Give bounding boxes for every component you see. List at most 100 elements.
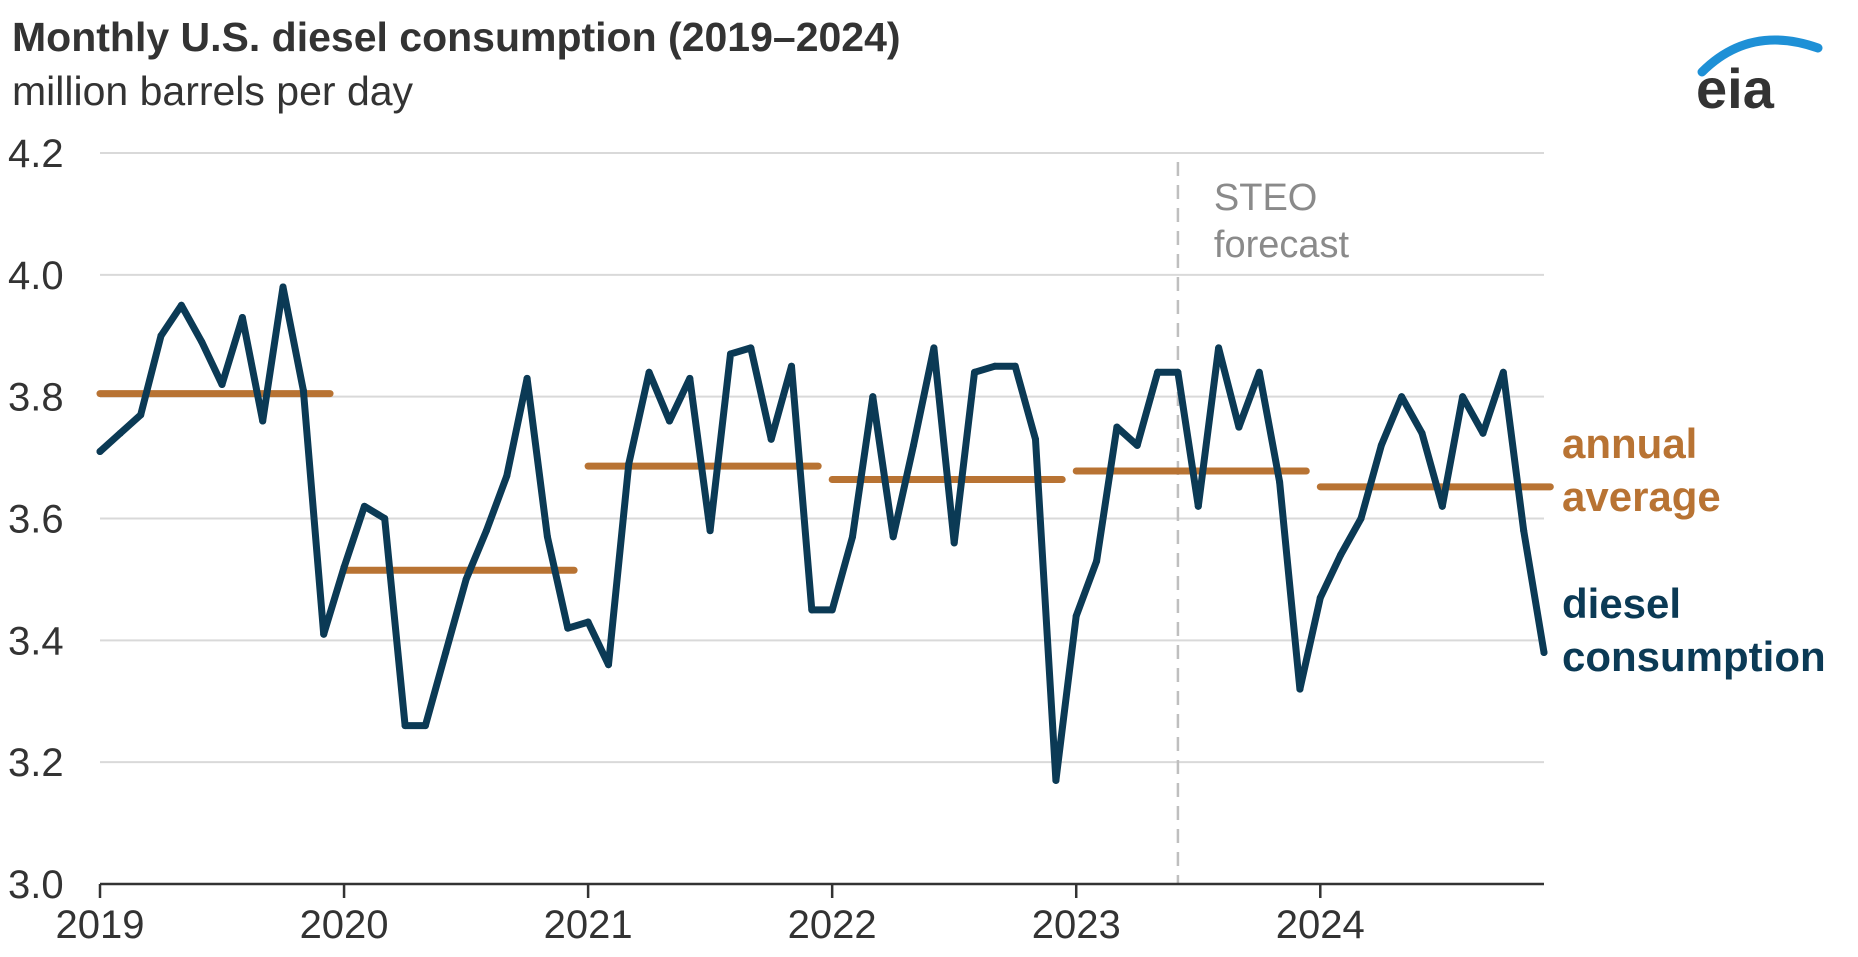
data-point <box>1479 429 1487 437</box>
data-point <box>116 429 124 437</box>
data-point <box>360 502 368 510</box>
data-point <box>930 344 938 352</box>
chart-title: Monthly U.S. diesel consumption (2019–20… <box>12 14 901 60</box>
data-point <box>910 441 918 449</box>
y-tick-label: 3.8 <box>8 376 64 420</box>
data-point <box>543 533 551 541</box>
data-point <box>686 374 694 382</box>
x-tick-label: 2023 <box>1032 903 1121 947</box>
data-point <box>1032 435 1040 443</box>
data-point <box>1174 368 1182 376</box>
data-point <box>564 624 572 632</box>
data-point <box>849 533 857 541</box>
x-tick-label: 2022 <box>788 903 877 947</box>
data-point <box>1194 502 1202 510</box>
data-point <box>523 374 531 382</box>
data-point <box>401 722 409 730</box>
data-point <box>320 630 328 638</box>
diesel-consumption-series <box>96 283 1548 784</box>
y-tick-label: 3.2 <box>8 741 64 785</box>
grid-lines <box>100 152 1544 764</box>
data-point <box>1316 594 1324 602</box>
data-point <box>625 460 633 468</box>
data-point <box>1154 368 1162 376</box>
data-point <box>1418 429 1426 437</box>
data-point <box>828 606 836 614</box>
data-point <box>279 283 287 291</box>
data-point <box>259 417 267 425</box>
data-point <box>971 368 979 376</box>
data-point <box>1052 776 1060 784</box>
diesel-consumption-label: consumption <box>1562 633 1826 680</box>
data-point <box>1337 551 1345 559</box>
data-point <box>1276 478 1284 486</box>
data-point <box>482 527 490 535</box>
data-point <box>503 472 511 480</box>
data-point <box>808 606 816 614</box>
logo-text: eia <box>1696 57 1775 120</box>
eia-logo: eia <box>1696 35 1823 120</box>
forecast-label: STEO <box>1214 177 1317 219</box>
data-point <box>218 380 226 388</box>
forecast-label: forecast <box>1214 224 1350 266</box>
data-point <box>787 362 795 370</box>
data-point <box>1215 344 1223 352</box>
data-point <box>137 411 145 419</box>
data-point <box>299 387 307 395</box>
data-point <box>584 618 592 626</box>
data-point <box>665 417 673 425</box>
data-point <box>442 649 450 657</box>
data-point <box>198 338 206 346</box>
data-point <box>381 515 389 522</box>
data-point <box>1540 649 1548 657</box>
data-point <box>1235 423 1243 431</box>
y-axis-ticks: 3.0 3.2 3.4 3.6 3.8 4.0 4.2 <box>8 132 64 907</box>
data-point <box>1011 362 1019 370</box>
data-point <box>991 362 999 370</box>
y-tick-label: 3.0 <box>8 863 64 907</box>
data-point <box>1377 441 1385 449</box>
y-tick-label: 3.4 <box>8 619 64 663</box>
x-axis: 2019 2020 2021 2022 2023 2024 <box>56 882 1544 947</box>
annual-average-label: annual <box>1562 420 1697 467</box>
x-tick-label: 2024 <box>1276 903 1365 947</box>
data-point <box>1093 557 1101 565</box>
y-tick-label: 4.0 <box>8 254 64 298</box>
data-point <box>1296 685 1304 693</box>
data-point <box>950 539 958 547</box>
data-point <box>1357 515 1365 522</box>
data-point <box>726 350 734 358</box>
data-point <box>1520 527 1528 535</box>
data-point <box>1438 502 1446 510</box>
data-point <box>1499 368 1507 376</box>
data-point <box>462 575 470 583</box>
data-point <box>1255 368 1263 376</box>
data-point <box>1113 423 1121 431</box>
consumption-line <box>96 283 1548 784</box>
data-point <box>869 393 877 401</box>
diesel-consumption-label: diesel <box>1562 580 1681 627</box>
data-point <box>767 435 775 443</box>
annual-average-label: average <box>1562 473 1721 520</box>
data-point <box>747 344 755 352</box>
data-point <box>1459 393 1467 401</box>
data-point <box>1133 441 1141 449</box>
data-point <box>96 447 104 455</box>
data-point <box>889 533 897 541</box>
y-tick-label: 4.2 <box>8 132 64 176</box>
data-point <box>177 301 185 309</box>
data-point <box>1072 612 1080 620</box>
x-tick-label: 2020 <box>300 903 389 947</box>
x-tick-label: 2021 <box>544 903 633 947</box>
series-labels: annual average diesel consumption <box>1562 420 1826 680</box>
data-point <box>1398 393 1406 401</box>
forecast-marker: STEO forecast <box>1176 162 1350 884</box>
logo-arc-icon <box>1697 35 1823 77</box>
data-point <box>157 332 165 340</box>
data-point <box>706 527 714 535</box>
data-point <box>645 368 653 376</box>
data-point <box>340 563 348 571</box>
y-tick-label: 3.6 <box>8 498 64 542</box>
data-point <box>238 313 246 321</box>
